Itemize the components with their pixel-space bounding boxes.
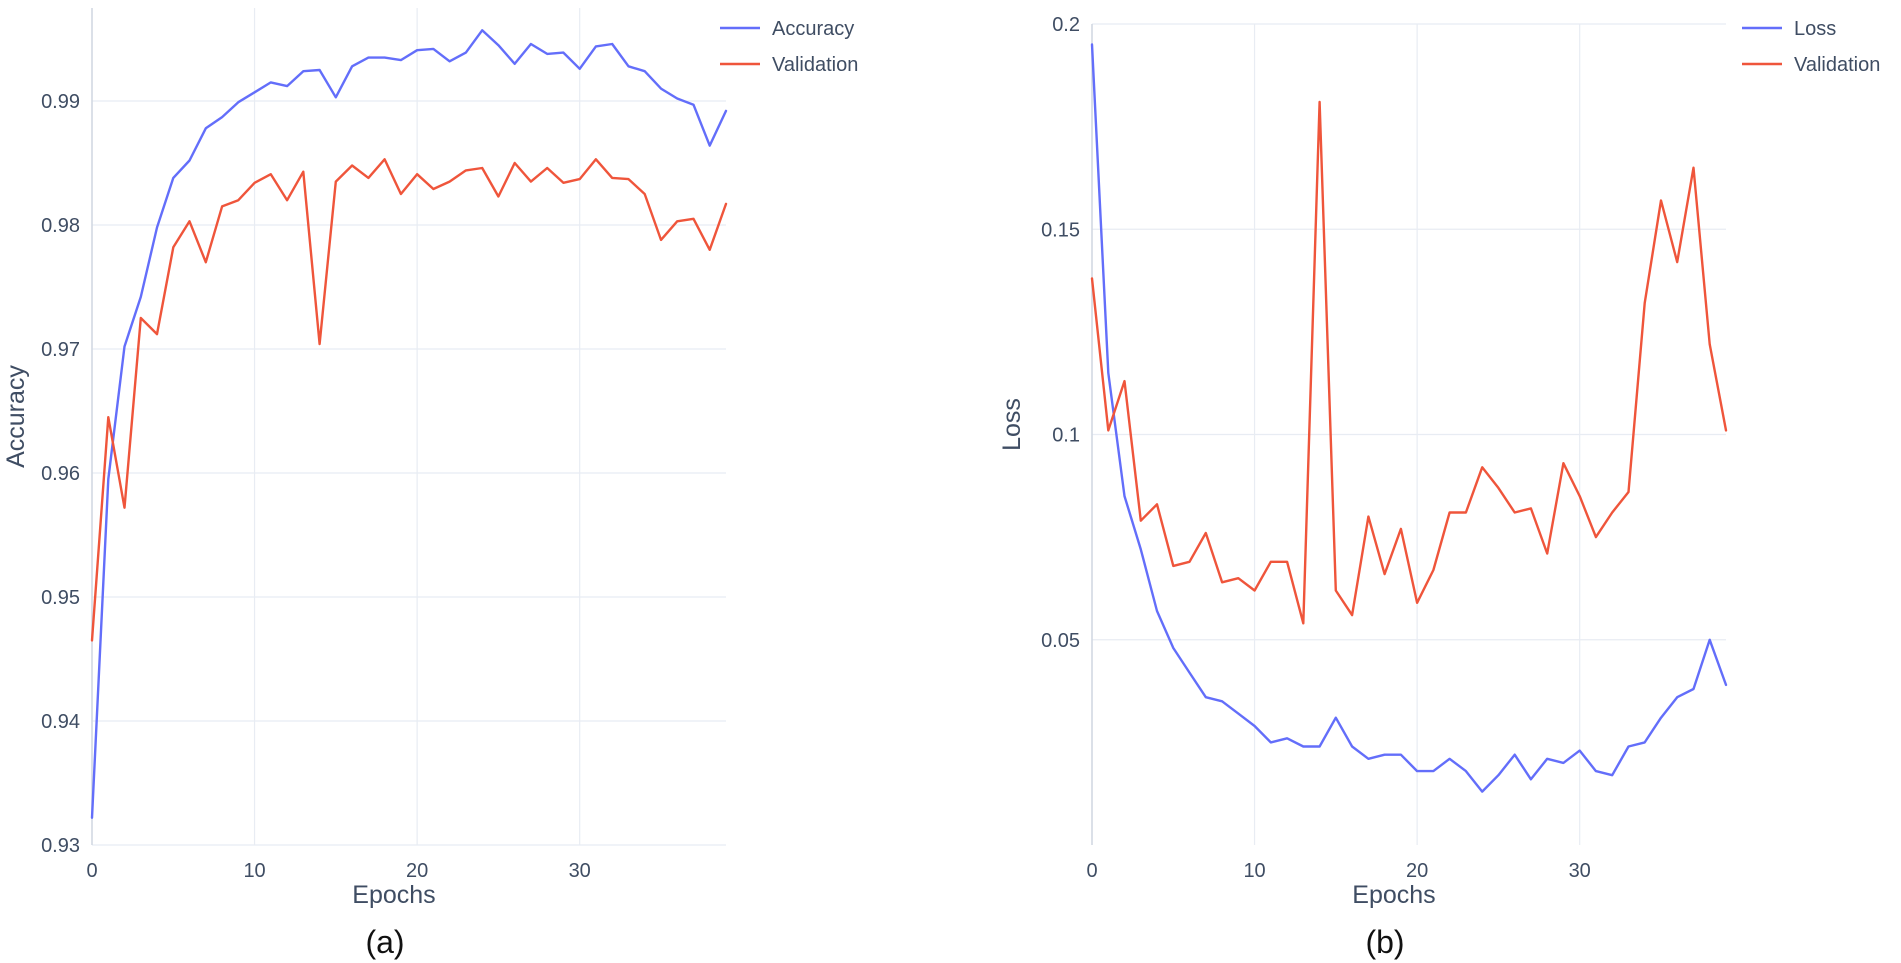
series-line-validation — [90, 158, 728, 642]
legend-label: Loss — [1794, 18, 1836, 40]
x-tick-label: 20 — [1406, 860, 1428, 882]
x-axis-title: Epochs — [352, 881, 435, 909]
legend-label: Validation — [772, 54, 858, 76]
x-axis-title: Epochs — [1352, 881, 1435, 909]
x-tick-label: 10 — [1243, 860, 1265, 882]
y-tick-label: 0.96 — [41, 463, 80, 485]
y-tick-label: 0.99 — [41, 91, 80, 113]
y-tick-label: 0.97 — [41, 339, 80, 361]
x-tick-label: 10 — [243, 860, 265, 882]
series-line-validation — [1090, 100, 1728, 625]
x-tick-label: 0 — [86, 860, 97, 882]
accuracy-chart: 0.93 0.94 0.95 0.96 0.97 0.98 0.99 0 10 20 30 Epoch… — [2, 8, 858, 960]
y-tick-label: 0.94 — [41, 711, 80, 733]
y-tick-label: 0.05 — [1041, 630, 1080, 652]
y-tick-label: 0.95 — [41, 587, 80, 609]
y-axis-title: Accuracy — [2, 365, 30, 468]
panel-caption: (a) — [365, 924, 404, 960]
y-tick-label: 0.2 — [1052, 14, 1080, 36]
y-tick-label: 0.93 — [41, 835, 80, 857]
series-line-loss — [1090, 43, 1728, 793]
loss-chart: 0.05 0.1 0.15 0.2 0 10 20 30 Epochs Loss (b) Loss Va… — [998, 14, 1880, 960]
x-tick-label: 0 — [1086, 860, 1097, 882]
y-tick-label: 0.98 — [41, 215, 80, 237]
x-tick-label: 30 — [569, 860, 591, 882]
x-tick-label: 20 — [406, 860, 428, 882]
y-tick-label: 0.1 — [1052, 425, 1080, 447]
legend-label: Validation — [1794, 54, 1880, 76]
legend-label: Accuracy — [772, 18, 854, 40]
x-tick-label: 30 — [1569, 860, 1591, 882]
y-axis-title: Loss — [998, 398, 1026, 451]
panel-caption: (b) — [1365, 924, 1404, 960]
series-line-accuracy — [90, 29, 728, 819]
y-tick-label: 0.15 — [1041, 219, 1080, 241]
